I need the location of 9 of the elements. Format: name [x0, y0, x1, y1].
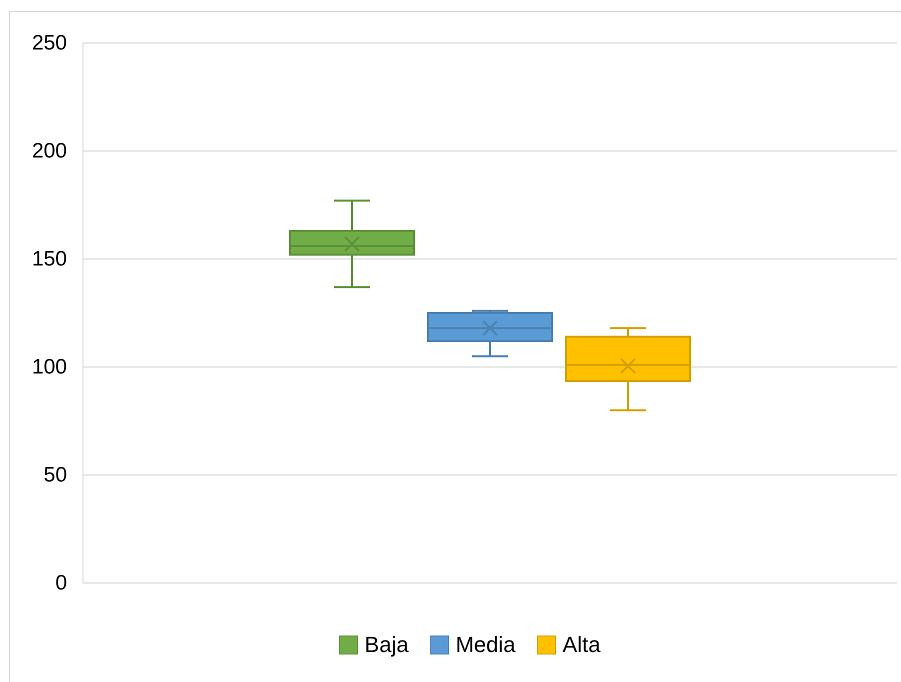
legend-label: Baja [364, 632, 410, 657]
y-tick-label: 150 [32, 248, 67, 271]
y-tick-label: 0 [55, 572, 67, 595]
legend-label: Alta [562, 632, 602, 657]
y-tick-label: 200 [32, 140, 67, 163]
y-tick-label: 100 [32, 356, 67, 379]
legend-label: Media [456, 632, 516, 657]
y-tick-label: 250 [32, 32, 67, 55]
y-tick-label: 50 [44, 464, 67, 487]
